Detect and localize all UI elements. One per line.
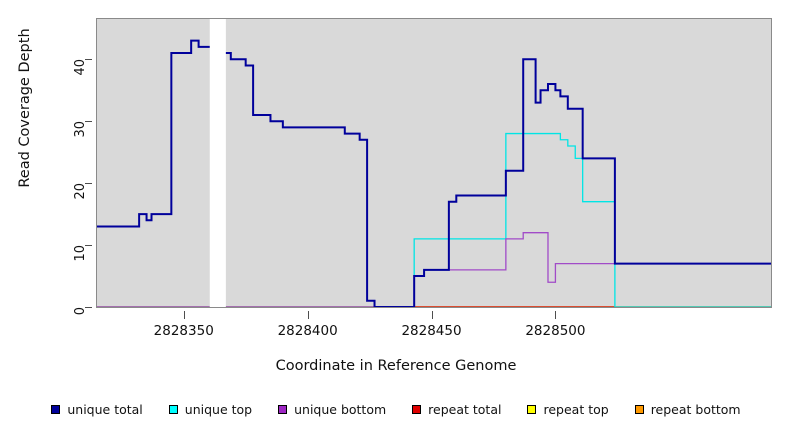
legend-swatch-icon [51,404,61,414]
legend: unique total unique top unique bottom repea… [0,398,792,420]
y-tick-mark [85,307,92,308]
legend-swatch-icon [634,404,644,414]
legend-item-repeat-total[interactable]: repeat total [412,403,501,416]
legend-item-unique-bottom[interactable]: unique bottom [278,403,386,416]
x-tick-mark [555,311,557,319]
no-data-gap-region [209,19,226,307]
legend-label: repeat bottom [650,401,741,417]
x-tick-mark [183,311,185,319]
x-tick-label: 2828450 [401,323,462,339]
y-tick-mark [85,245,92,247]
series-unique-total [97,39,771,307]
y-tick-mark [85,59,92,61]
legend-item-repeat-top[interactable]: repeat top [527,401,609,417]
legend-label: unique bottom [294,401,387,417]
series-unique-top [97,132,771,307]
y-tick-mark [85,121,92,123]
legend-swatch-icon [168,404,178,414]
x-tick-label: 2828350 [153,323,214,339]
legend-swatch-icon [412,404,422,414]
y-tick-mark [85,183,92,185]
legend-item-unique-total[interactable]: unique total [51,401,143,417]
x-tick-mark [431,311,433,319]
x-axis-title: Coordinate in Reference Genome [275,358,517,374]
x-tick-mark [307,311,309,319]
x-tick-label: 2828400 [277,323,338,339]
x-axis: 2828350 2828400 2828450 2828500 [0,308,792,368]
plot-inner [97,19,771,307]
legend-label: repeat top [543,401,609,417]
x-tick-label: 2828500 [525,323,586,339]
y-axis-title: Read Coverage Depth [17,28,33,188]
legend-item-repeat-bottom[interactable]: repeat bottom [634,401,741,417]
plot-area [96,18,772,308]
legend-label: repeat total [428,401,502,417]
y-axis: Read Coverage Depth 0 10 20 30 40 [0,0,96,330]
legend-item-unique-top[interactable]: unique top [168,401,253,417]
legend-swatch-icon [527,404,537,414]
legend-label: unique total [67,401,143,417]
legend-label: unique top [184,401,253,417]
legend-swatch-icon [278,404,288,414]
coverage-series-svg [97,19,771,307]
